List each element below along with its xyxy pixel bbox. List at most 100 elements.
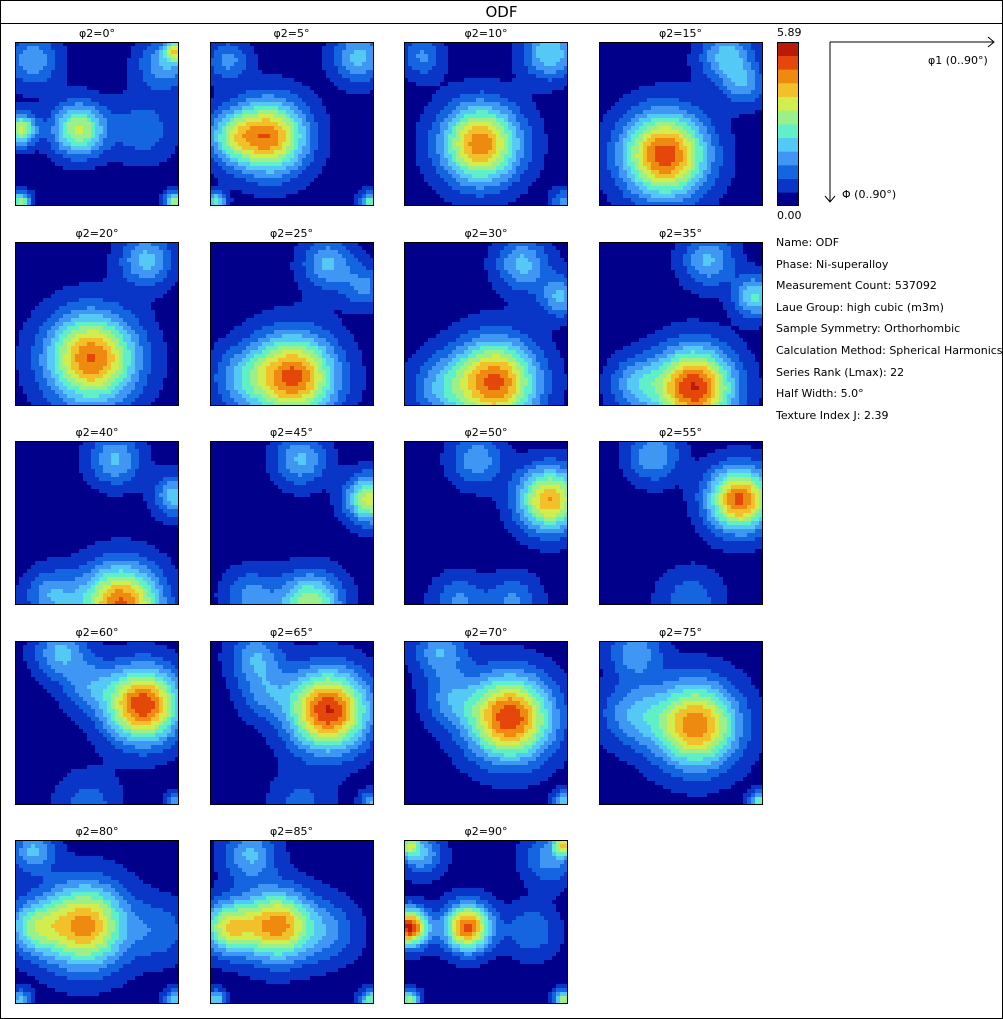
- heat-cell: [333, 42, 339, 47]
- heat-cell: [249, 118, 255, 123]
- heat-cell: [353, 94, 359, 99]
- heat-cell: [540, 166, 545, 171]
- heat-cell: [460, 178, 465, 183]
- heat-cell: [341, 126, 347, 131]
- heat-cell: [35, 82, 40, 87]
- heat-cell: [337, 150, 343, 155]
- heat-cell: [321, 110, 327, 115]
- heat-cell: [127, 150, 132, 155]
- heat-cell: [225, 178, 231, 183]
- heat-cell: [39, 82, 44, 87]
- heat-cell: [27, 130, 32, 135]
- heat-cell: [63, 54, 68, 59]
- heat-cell: [143, 162, 148, 167]
- heat-cell: [221, 98, 227, 103]
- heat-cell: [213, 82, 219, 87]
- heat-cell: [155, 82, 160, 87]
- heat-cell: [412, 170, 417, 175]
- heat-cell: [329, 194, 335, 199]
- heat-cell: [412, 82, 417, 87]
- heat-cell: [151, 62, 156, 67]
- heat-cell: [317, 162, 323, 167]
- heat-cell: [556, 134, 561, 139]
- heat-cell: [119, 42, 124, 47]
- heat-cell: [139, 86, 144, 91]
- heat-cell: [464, 154, 469, 159]
- heat-cell: [127, 122, 132, 127]
- heat-cell: [524, 182, 529, 187]
- heat-cell: [480, 46, 485, 51]
- heat-cell: [560, 78, 565, 83]
- heat-cell: [221, 74, 227, 79]
- heat-cell: [167, 66, 172, 71]
- heat-cell: [281, 90, 287, 95]
- heat-cell: [428, 122, 433, 127]
- heat-cell: [484, 138, 489, 143]
- heat-cell: [95, 66, 100, 71]
- heat-cell: [163, 86, 168, 91]
- heat-cell: [35, 110, 40, 115]
- heat-cell: [55, 166, 60, 171]
- heat-cell: [83, 66, 88, 71]
- heat-cell: [552, 118, 557, 123]
- heat-cell: [349, 174, 355, 179]
- heat-cell: [253, 182, 259, 187]
- heat-cell: [341, 70, 347, 75]
- heat-cell: [213, 178, 219, 183]
- heat-cell: [225, 102, 231, 107]
- heat-cell: [552, 194, 557, 199]
- heat-cell: [155, 150, 160, 155]
- heat-cell: [309, 102, 315, 107]
- heat-cell: [436, 170, 441, 175]
- heat-cell: [369, 158, 374, 163]
- heat-cell: [143, 90, 148, 95]
- heat-cell: [528, 42, 533, 47]
- heat-cell: [269, 78, 275, 83]
- heat-cell: [416, 50, 421, 55]
- heat-cell: [432, 146, 437, 151]
- heat-cell: [548, 134, 553, 139]
- heat-cell: [472, 62, 477, 67]
- heat-cell: [107, 134, 112, 139]
- heat-cell: [424, 170, 429, 175]
- heat-cell: [47, 150, 52, 155]
- heat-cell: [532, 58, 537, 63]
- heat-cell: [115, 74, 120, 79]
- heat-cell: [257, 166, 263, 171]
- heat-cell: [217, 102, 223, 107]
- heat-cell: [301, 186, 307, 191]
- heat-cell: [67, 94, 72, 99]
- heat-cell: [436, 58, 441, 63]
- heat-cell: [253, 166, 259, 171]
- heat-cell: [281, 78, 287, 83]
- heat-cell: [468, 178, 473, 183]
- heat-cell: [488, 166, 493, 171]
- heat-cell: [19, 50, 24, 55]
- heat-cell: [325, 54, 331, 59]
- heat-cell: [353, 182, 359, 187]
- heat-cell: [476, 66, 481, 71]
- heat-cell: [143, 118, 148, 123]
- heat-cell: [444, 158, 449, 163]
- heat-cell: [560, 122, 565, 127]
- heat-cell: [143, 122, 148, 127]
- heat-cell: [245, 102, 251, 107]
- heat-cell: [361, 138, 367, 143]
- heat-cell: [540, 106, 545, 111]
- heat-cell: [91, 126, 96, 131]
- heat-cell: [416, 118, 421, 123]
- heat-cell: [143, 174, 148, 179]
- heat-cell: [297, 46, 303, 51]
- heat-cell: [301, 102, 307, 107]
- heat-cell: [213, 58, 219, 63]
- heat-cell: [71, 86, 76, 91]
- heat-cell: [468, 150, 473, 155]
- heat-cell: [253, 62, 259, 67]
- heat-cell: [313, 98, 319, 103]
- heat-cell: [67, 142, 72, 147]
- heat-cell: [225, 42, 231, 47]
- heat-cell: [253, 102, 259, 107]
- heat-cell: [564, 146, 568, 151]
- heat-cell: [261, 170, 267, 175]
- heat-cell: [99, 170, 104, 175]
